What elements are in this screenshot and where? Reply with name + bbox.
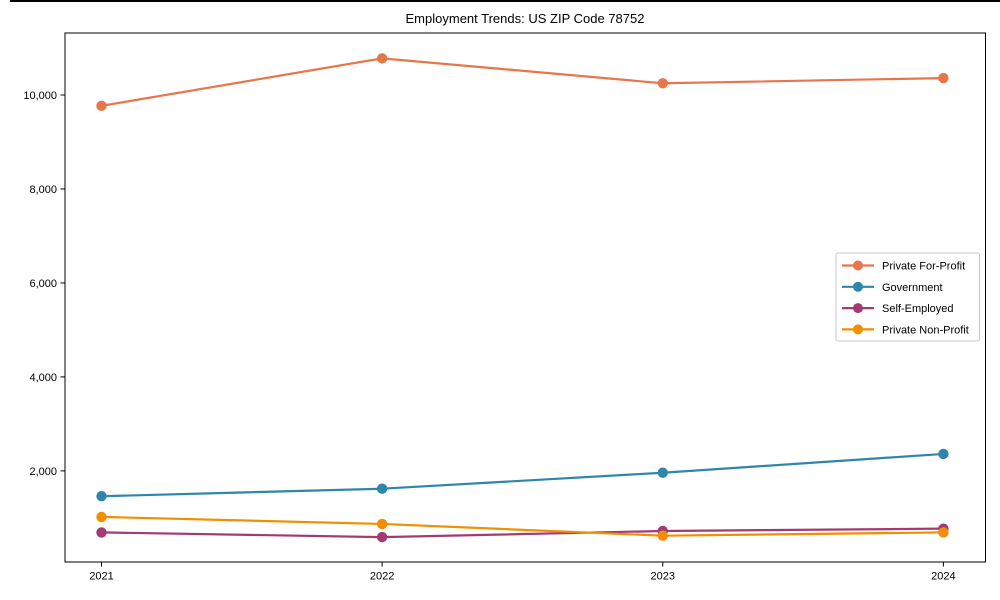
series-line-private-for-profit <box>100 57 945 107</box>
chart-title: Employment Trends: US ZIP Code 78752 <box>405 11 645 26</box>
marker-private-for-profit-2024 <box>938 72 949 84</box>
legend-item-private-for-profit: Private For-Profit <box>842 260 965 273</box>
series-line-self-employed <box>100 527 945 539</box>
marker-self-employed-2021 <box>96 527 107 538</box>
marker-private-non-profit-2023 <box>657 530 668 541</box>
window-top-border <box>10 0 1000 2</box>
y-tick-label: 2,000 <box>29 466 57 478</box>
legend-marker-self-employed <box>853 303 863 314</box>
y-tick-label: 6,000 <box>29 278 57 290</box>
x-tick-label: 2024 <box>931 571 955 583</box>
legend-marker-private-for-profit <box>853 260 863 271</box>
legend-item-self-employed: Self-Employed <box>842 303 954 315</box>
marker-private-non-profit-2021 <box>96 511 107 523</box>
marker-private-non-profit-2024 <box>938 527 949 538</box>
legend-box <box>835 252 980 342</box>
x-tick-label: 2023 <box>651 571 675 583</box>
legend-item-government: Government <box>842 281 943 294</box>
x-tick-label: 2022 <box>370 571 394 583</box>
series-line-government <box>100 452 945 498</box>
marker-government-2021 <box>96 491 107 502</box>
series-line-private-non-profit <box>100 515 945 537</box>
legend: Private For-Profit Government Self-Employe… <box>835 252 980 342</box>
marker-government-2023 <box>657 467 668 478</box>
legend-label: Self-Employed <box>882 303 954 315</box>
marker-private-for-profit-2023 <box>657 78 668 89</box>
legend-label: Private Non-Profit <box>882 324 969 336</box>
legend-marker-private-non-profit <box>853 324 863 335</box>
marker-self-employed-2022 <box>376 531 388 543</box>
marker-government-2024 <box>938 448 949 460</box>
x-tick-label: 2021 <box>89 571 113 583</box>
legend-label: Government <box>882 282 943 294</box>
legend-marker-government <box>853 281 863 292</box>
marker-private-for-profit-2021 <box>96 100 107 112</box>
marker-private-non-profit-2022 <box>376 518 388 530</box>
legend-item-private-non-profit: Private Non-Profit <box>842 324 969 336</box>
y-tick-label: 10,000 <box>23 90 57 102</box>
y-tick-label: 4,000 <box>29 372 57 384</box>
y-tick-label: 8,000 <box>29 184 57 196</box>
legend-label: Private For-Profit <box>882 261 965 273</box>
plot-frame <box>64 32 986 563</box>
marker-private-for-profit-2022 <box>376 53 388 64</box>
marker-government-2022 <box>376 483 388 494</box>
